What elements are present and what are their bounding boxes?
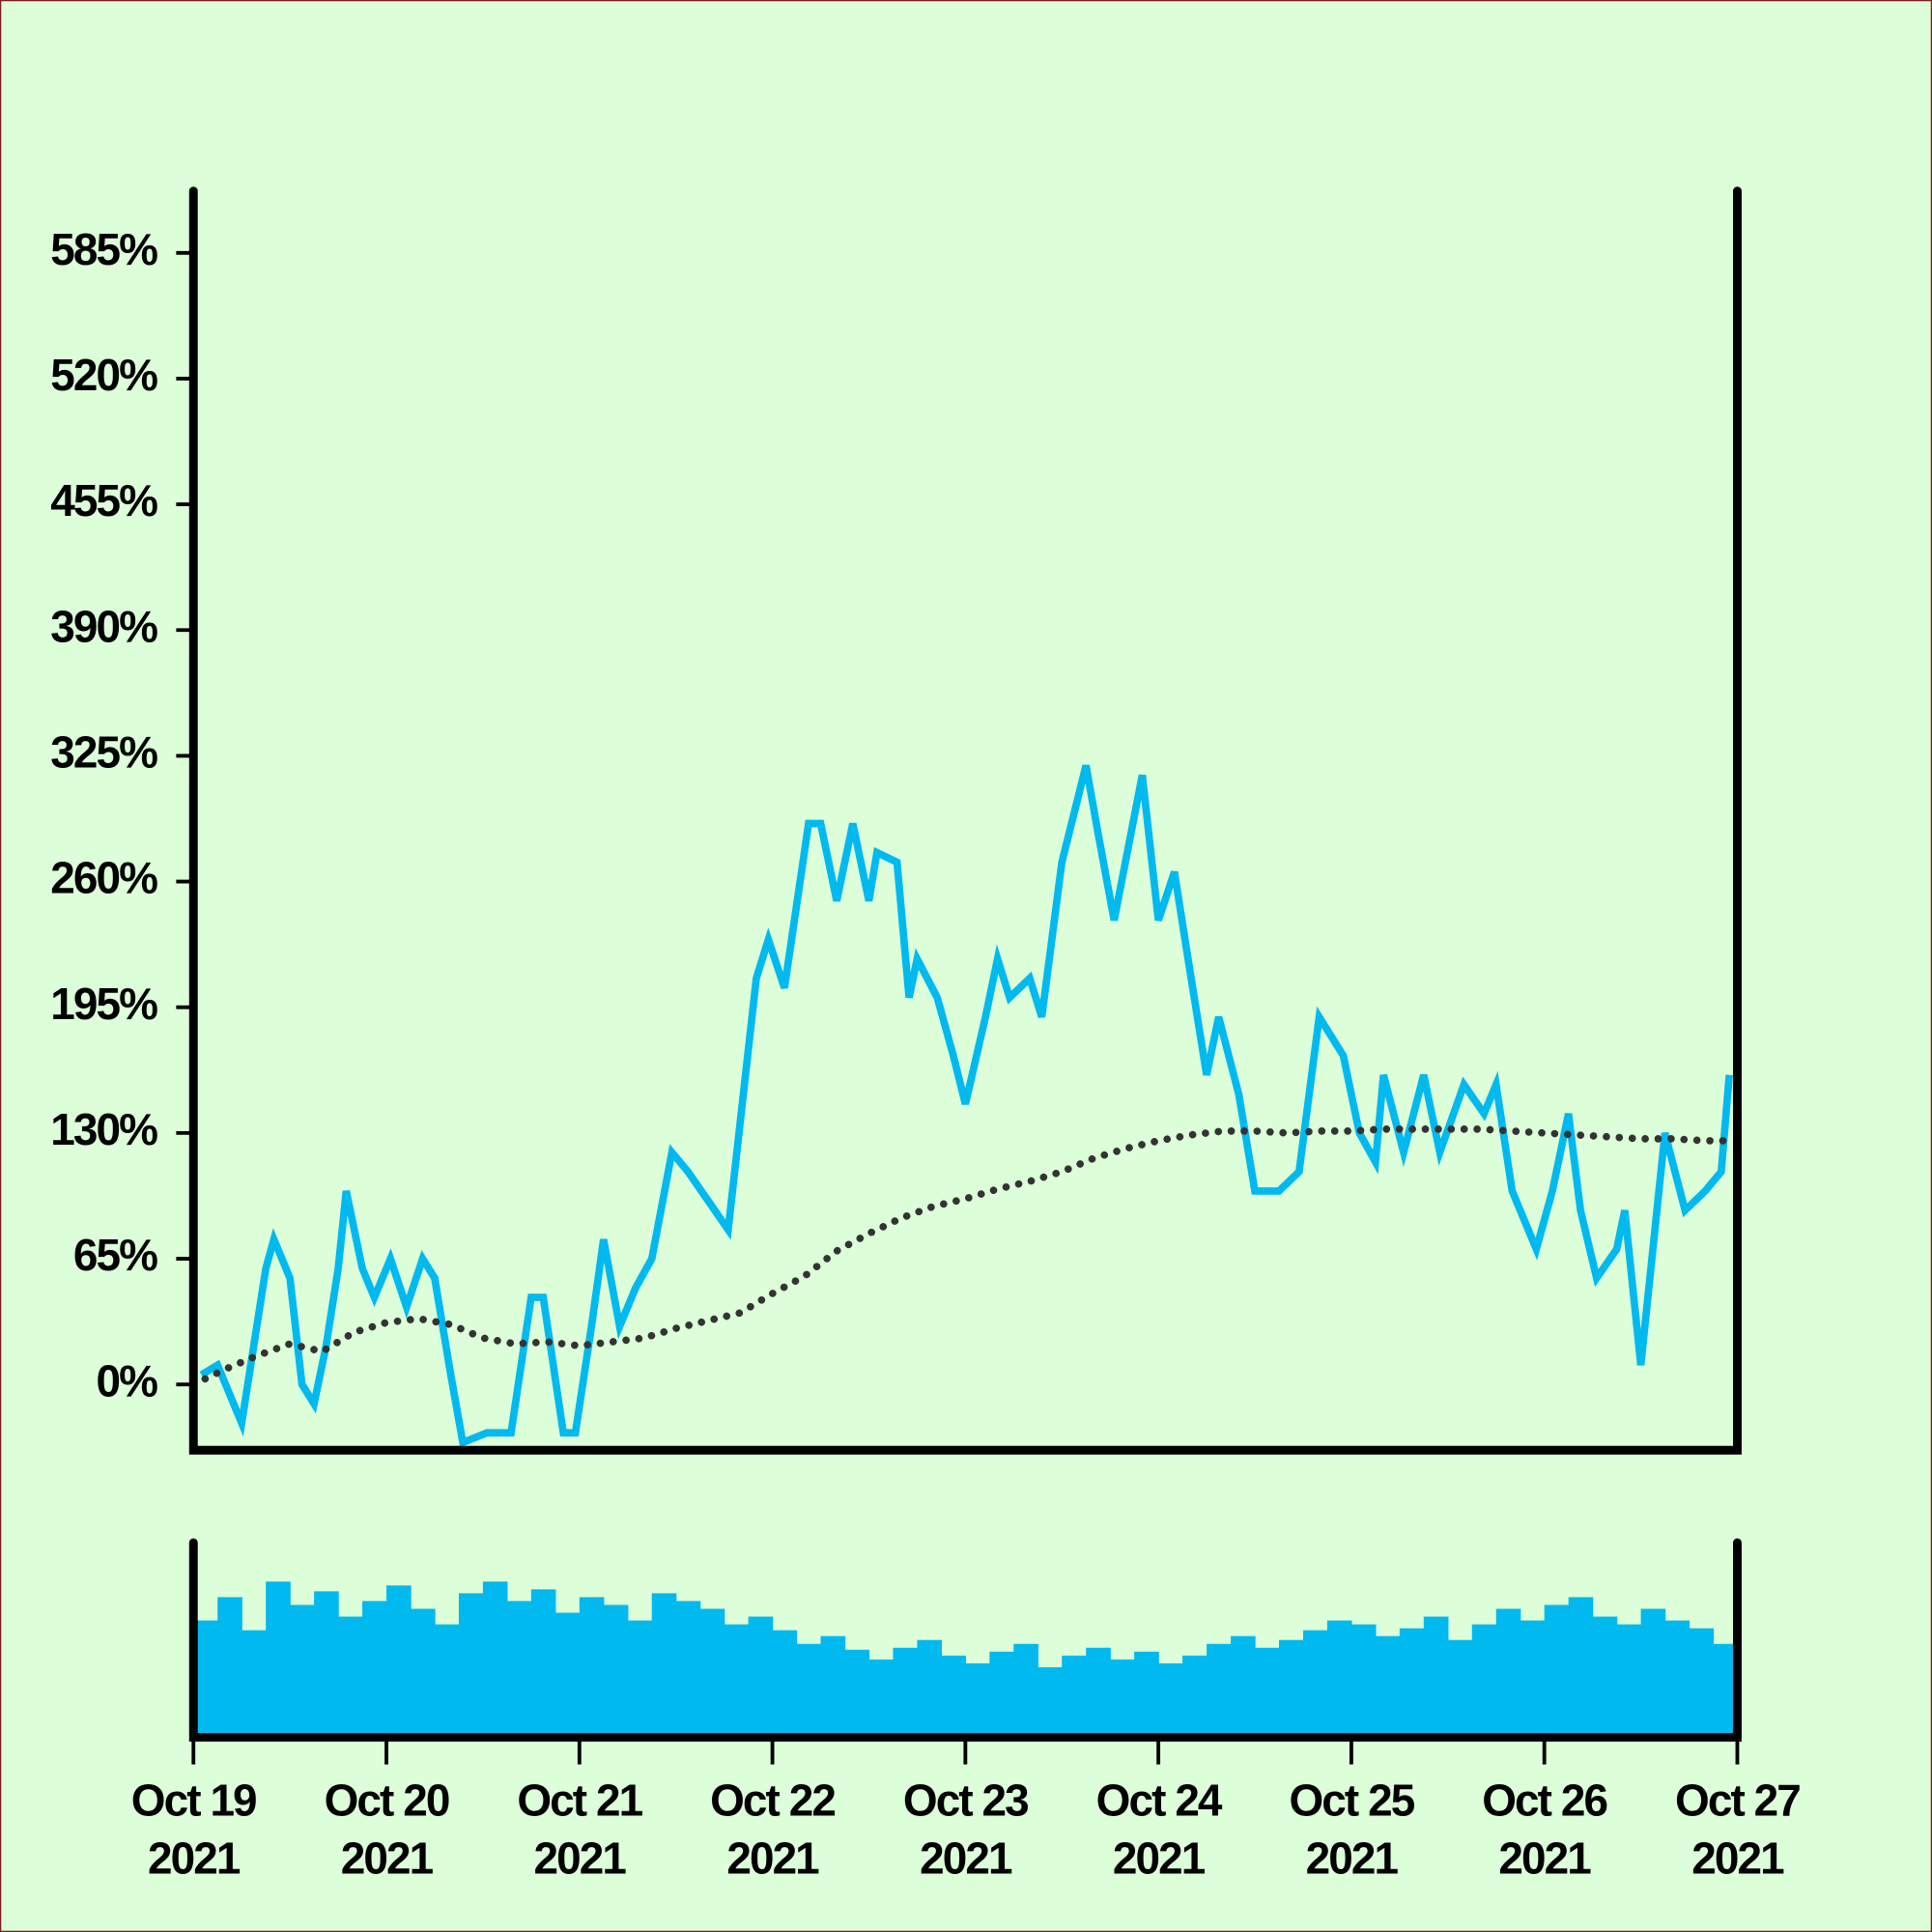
volume-bar [1568, 1597, 1594, 1738]
volume-bar [242, 1630, 267, 1738]
axis-frame [188, 1538, 1742, 1742]
volume-bar [386, 1585, 412, 1738]
volume-bar [1350, 1624, 1377, 1738]
x-tick-label: 2021 [1498, 1833, 1591, 1883]
x-tick-label: 2021 [920, 1833, 1012, 1883]
volume-bar [1326, 1620, 1352, 1738]
volume-bar [530, 1589, 556, 1738]
volume-bar [1592, 1616, 1618, 1738]
volume-bar [989, 1651, 1014, 1738]
volume-bar [290, 1605, 315, 1738]
volume-bar [1640, 1608, 1666, 1738]
volume-bar [458, 1593, 484, 1738]
volume-bar [1086, 1647, 1111, 1738]
volume-bar [1471, 1624, 1497, 1738]
volume-bar [893, 1647, 919, 1738]
volume-bar [603, 1605, 629, 1738]
volume-bar [506, 1601, 532, 1738]
volume-bar [772, 1630, 798, 1738]
x-tick-label: 2021 [1113, 1833, 1206, 1883]
x-tick-label: Oct 22 [710, 1775, 835, 1825]
volume-bar [1447, 1639, 1473, 1738]
volume-bar [1207, 1643, 1232, 1738]
x-tick-label: Oct 23 [903, 1775, 1028, 1825]
x-tick-label: Oct 19 [131, 1775, 256, 1825]
y-tick-label: 585% [50, 224, 157, 274]
volume-bar [1062, 1655, 1087, 1738]
volume-bar [675, 1601, 701, 1738]
x-tick-label: Oct 27 [1675, 1775, 1800, 1825]
volume-bar [1544, 1605, 1570, 1738]
volume-bar [217, 1597, 242, 1738]
volume-bar [1375, 1635, 1401, 1738]
y-tick-label: 195% [50, 979, 157, 1029]
price-line [199, 764, 1733, 1448]
volume-bar [1037, 1666, 1063, 1738]
x-tick-label: 2021 [1306, 1833, 1399, 1883]
x-tick-label: Oct 26 [1482, 1775, 1606, 1825]
x-tick-label: Oct 21 [517, 1775, 642, 1825]
volume-bar [1158, 1662, 1183, 1738]
volume-bar [1399, 1628, 1425, 1738]
volume-bar [338, 1616, 363, 1738]
x-tick-label: Oct 24 [1096, 1775, 1223, 1825]
volume-bar [1664, 1620, 1690, 1738]
plot-area [193, 1581, 1738, 1738]
volume-bar [1134, 1651, 1159, 1738]
volume-bar [482, 1581, 508, 1738]
y-tick-label: 520% [50, 350, 157, 400]
volume-bar [651, 1593, 677, 1738]
volume-bar [748, 1616, 774, 1738]
y-tick-label: 455% [50, 475, 157, 526]
y-tick-label: 130% [50, 1104, 157, 1154]
x-tick-label: 2021 [341, 1833, 434, 1883]
volume-bar [434, 1624, 460, 1738]
x-tick-label: Oct 20 [325, 1775, 449, 1825]
x-tick-label: 2021 [1691, 1833, 1784, 1883]
volume-bar [314, 1591, 339, 1738]
volume-bar [1302, 1630, 1328, 1738]
volume-bar [1182, 1655, 1208, 1738]
volume-bar [1495, 1608, 1521, 1738]
y-tick-label: 325% [50, 727, 157, 778]
y-tick-label: 65% [73, 1230, 157, 1280]
volume-bar [941, 1655, 966, 1738]
y-tick-label: 390% [50, 601, 157, 651]
volume-bar [1423, 1616, 1449, 1738]
x-tick-label: 2021 [726, 1833, 819, 1883]
y-tick-label: 0% [96, 1355, 157, 1406]
volume-bar [554, 1612, 581, 1738]
volume-bar [1520, 1620, 1546, 1738]
volume-bar [868, 1659, 895, 1738]
x-tick-label: Oct 25 [1289, 1775, 1414, 1825]
volume-bar [1616, 1624, 1642, 1738]
volume-bar [965, 1662, 990, 1738]
volume-bar [362, 1601, 387, 1738]
volume-bar [1110, 1659, 1135, 1738]
volume-bar [1231, 1635, 1256, 1738]
volume-bar [699, 1608, 725, 1738]
moving-average-line [193, 1125, 1733, 1389]
volume-bar [1013, 1643, 1038, 1738]
volume-bar [266, 1581, 291, 1738]
axis-frame [188, 186, 1742, 1455]
volume-bar [1689, 1628, 1715, 1738]
volume-bar [411, 1608, 436, 1738]
volume-bar [844, 1649, 870, 1738]
plot-area [193, 764, 1733, 1448]
volume-bar [917, 1639, 943, 1738]
volume-bar [1255, 1647, 1280, 1738]
volume-bar [579, 1597, 605, 1738]
y-tick-label: 260% [50, 853, 157, 903]
x-tick-label: 2021 [534, 1833, 627, 1883]
volume-bar [1278, 1639, 1304, 1738]
volume-bar [796, 1643, 822, 1738]
volume-bar [724, 1624, 750, 1738]
volume-bar [820, 1635, 846, 1738]
volume-bar [627, 1620, 653, 1738]
x-tick-label: 2021 [148, 1833, 241, 1883]
